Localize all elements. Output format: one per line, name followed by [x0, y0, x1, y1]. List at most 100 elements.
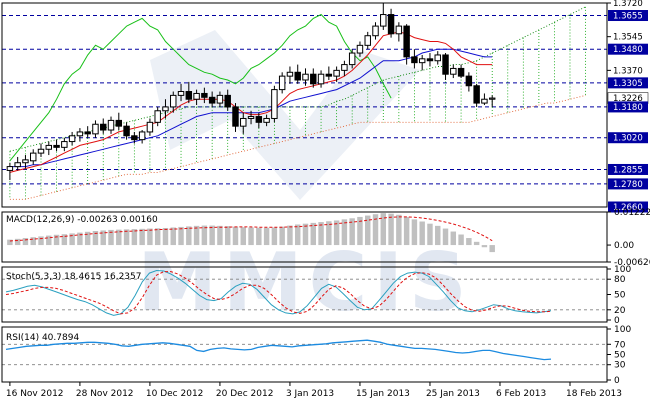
macd-bar [147, 228, 153, 246]
macd-bar [419, 221, 425, 246]
candle [138, 131, 146, 141]
chikou-line [9, 13, 392, 162]
candle [271, 89, 278, 119]
macd-bar [69, 233, 75, 246]
macd-panel-frame [1, 211, 608, 263]
macd-bar [116, 229, 122, 246]
candle [76, 131, 84, 137]
date-label: 25 Jan 2013 [426, 389, 480, 399]
macd-bar [326, 221, 332, 246]
last-price-label: 1.3226 [613, 94, 643, 104]
candle [278, 75, 286, 91]
candle [310, 73, 317, 85]
macd-tick-label: 0.00 [614, 241, 634, 251]
candle [53, 144, 60, 148]
macd-bar [154, 228, 161, 246]
rsi-tick-label: 50 [614, 351, 626, 361]
macd-bar [84, 231, 91, 246]
candle [22, 159, 29, 164]
macd-bar [240, 227, 246, 246]
candle [387, 14, 395, 35]
macd-bar [139, 228, 145, 246]
macd-bar [61, 234, 68, 246]
candle [380, 14, 387, 27]
rsi-line [5, 339, 552, 361]
price-panel-frame [1, 2, 608, 208]
candle [442, 54, 449, 75]
stoch-tick-label: 20 [614, 306, 626, 316]
candle [286, 71, 294, 77]
candle [208, 96, 216, 104]
date-label: 28 Nov 2012 [76, 389, 134, 399]
macd-bar [162, 228, 169, 246]
candle [411, 56, 418, 64]
stoch-d-line [5, 271, 552, 315]
macd-bar [92, 230, 99, 246]
rsi-tick-label: 0 [614, 376, 620, 386]
macd-bar [403, 216, 410, 246]
candle [317, 73, 325, 85]
candle [232, 106, 239, 127]
stoch-tick-label: 100 [614, 265, 631, 275]
macd-bar [442, 228, 449, 246]
stoch-tick-label: 0 [614, 316, 620, 326]
candle [434, 54, 441, 62]
macd-bar [372, 214, 379, 246]
macd-bar [396, 214, 402, 246]
macd-bar [100, 230, 106, 246]
date-label: 6 Feb 2013 [496, 389, 546, 399]
watermark-text: MMCIS [137, 236, 472, 329]
rsi-panel-frame [1, 326, 608, 383]
macd-bar [365, 215, 371, 246]
price-level-label: 1.3020 [613, 134, 643, 144]
macd-bar [294, 224, 301, 246]
macd-tick-label: 0.01222 [614, 208, 650, 218]
candle [177, 91, 185, 96]
candle [255, 116, 263, 123]
candle [100, 123, 107, 131]
stoch-tick-label: 50 [614, 291, 626, 301]
candle [294, 71, 301, 81]
candle [247, 116, 255, 119]
macd-bar [435, 225, 441, 246]
candle [325, 73, 333, 77]
macd-bar [193, 225, 200, 246]
macd-bar [357, 216, 363, 246]
macd-bar [53, 234, 60, 246]
candle [481, 98, 488, 104]
macd-tick-label: -0.00626 [614, 258, 650, 268]
macd-bar [131, 229, 138, 246]
candle [348, 52, 356, 66]
candle [170, 94, 177, 108]
macd-bar [481, 245, 488, 248]
candle [356, 44, 364, 54]
macd-bar [170, 227, 176, 246]
macd-bar [186, 226, 192, 246]
senkou-b-line [9, 94, 586, 200]
price-level-box [608, 10, 648, 22]
macd-bar [30, 237, 36, 246]
macd-bar [333, 220, 340, 246]
watermark-layer: MMCIS [137, 30, 472, 329]
candle [240, 117, 247, 127]
candle [473, 85, 480, 104]
macd-bar [380, 213, 387, 246]
candle [372, 25, 379, 37]
macd-bar [224, 226, 231, 246]
price-level-label: 1.2855 [613, 165, 643, 175]
stoch-k-line [5, 269, 552, 316]
candle [302, 73, 309, 81]
macd-bar [450, 231, 457, 246]
price-level-box [608, 178, 648, 190]
macd-label: MACD(12,26,9) -0.00263 0.00160 [6, 215, 158, 225]
candle [68, 135, 76, 143]
candle [426, 58, 434, 62]
macd-signal-line [9, 216, 493, 242]
price-tick-label: 1.3545 [613, 33, 643, 43]
macd-bar [123, 229, 130, 246]
rsi-label: RSI(14) 40.7894 [6, 333, 79, 343]
rsi-tick-label: 100 [614, 325, 631, 335]
candle [6, 166, 14, 171]
candle [131, 135, 138, 141]
